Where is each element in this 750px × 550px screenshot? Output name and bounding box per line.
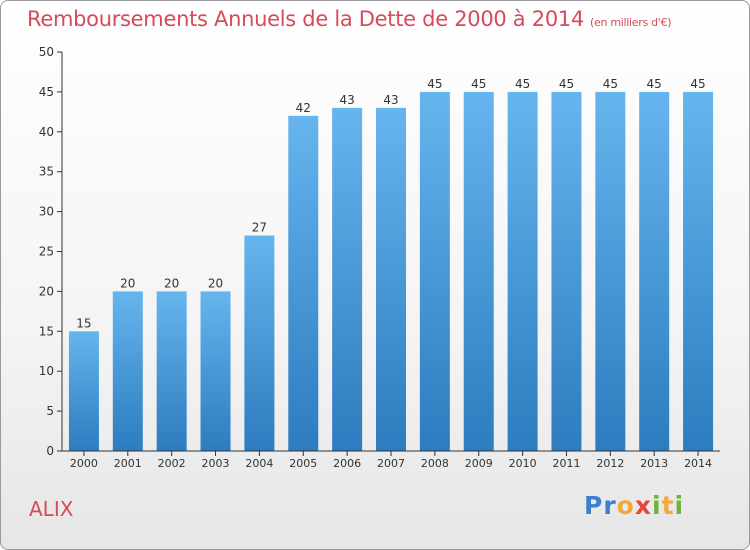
bar-2013 <box>639 91 670 452</box>
data-label-2006: 43 <box>339 93 354 107</box>
y-tick-label: 15 <box>39 324 54 338</box>
city-name: ALIX <box>29 497 74 521</box>
bar-2000 <box>68 331 99 451</box>
data-label-2000: 15 <box>76 316 91 330</box>
bar-2006 <box>332 107 363 452</box>
y-tick-label: 5 <box>46 404 54 418</box>
y-tick-label: 20 <box>39 284 54 298</box>
x-tick-label-2002: 2002 <box>158 457 186 470</box>
bar-2011 <box>551 91 582 452</box>
y-tick-label: 25 <box>39 245 54 259</box>
bar-2007 <box>376 107 406 452</box>
x-tick-label-2003: 2003 <box>202 457 230 470</box>
proxiti-logo: Proxiti <box>584 491 684 520</box>
x-tick-label-2006: 2006 <box>333 457 361 470</box>
y-tick-label: 45 <box>39 85 54 99</box>
y-tick-label: 40 <box>39 125 54 139</box>
data-label-2014: 45 <box>690 77 705 91</box>
bar-2014 <box>683 91 714 452</box>
bar-2003 <box>200 291 231 451</box>
chart-subtitle: (en milliers d'€) <box>590 16 672 29</box>
x-tick-label-2010: 2010 <box>509 457 537 470</box>
y-tick-label: 10 <box>39 364 54 378</box>
data-label-2010: 45 <box>515 77 530 91</box>
logo-letter: P <box>584 491 604 520</box>
data-label-2002: 20 <box>164 276 179 290</box>
logo-letter: t <box>661 491 675 520</box>
data-label-2008: 45 <box>427 77 442 91</box>
bar-2001 <box>112 291 143 451</box>
x-tick-label-2001: 2001 <box>114 457 142 470</box>
x-tick-label-2009: 2009 <box>465 457 493 470</box>
chart-title: Remboursements Annuels de la Dette de 20… <box>27 7 671 31</box>
axes: 0 5 10 15 20 25 30 35 40 45 50 2000 2001 2002 2003 2004… <box>39 45 720 470</box>
bar-2005 <box>288 115 319 451</box>
bar-2010 <box>507 91 538 452</box>
data-label-2011: 45 <box>559 77 574 91</box>
logo-letter: r <box>603 491 617 520</box>
bar-2008 <box>419 91 450 452</box>
data-label-2009: 45 <box>471 77 486 91</box>
y-tick-label: 0 <box>46 444 54 458</box>
bar-2002 <box>156 291 187 451</box>
x-tick-label-2013: 2013 <box>640 457 668 470</box>
data-label-2007: 43 <box>383 93 398 107</box>
bar-2004 <box>244 235 275 451</box>
logo-letter: i <box>674 491 685 520</box>
data-label-2003: 20 <box>208 276 223 290</box>
x-tick-label-2000: 2000 <box>70 457 98 470</box>
x-tick-label-2005: 2005 <box>289 457 317 470</box>
logo-letter: o <box>616 491 635 520</box>
logo-letter: i <box>652 491 662 520</box>
logo-letter: x <box>634 491 652 520</box>
chart-title-text: Remboursements Annuels de la Dette de 20… <box>27 7 584 31</box>
x-tick-label-2004: 2004 <box>245 457 273 470</box>
data-label-2005: 42 <box>296 101 311 115</box>
bar-2012 <box>595 91 626 452</box>
bar-2009 <box>463 91 494 452</box>
x-tick-label-2007: 2007 <box>377 457 405 470</box>
x-tick-label-2014: 2014 <box>684 457 712 470</box>
x-tick-label-2011: 2011 <box>552 457 580 470</box>
data-label-2012: 45 <box>603 77 618 91</box>
y-tick-label: 30 <box>39 205 54 219</box>
bar-series: 15 20 20 20 27 42 43 43 45 45 45 45 45 45 45 <box>68 77 714 452</box>
y-tick-label: 50 <box>39 45 54 59</box>
data-label-2004: 27 <box>252 221 267 235</box>
x-tick-label-2012: 2012 <box>596 457 624 470</box>
data-label-2013: 45 <box>647 77 662 91</box>
x-tick-label-2008: 2008 <box>421 457 449 470</box>
y-tick-label: 35 <box>39 165 54 179</box>
data-label-2001: 20 <box>120 276 135 290</box>
